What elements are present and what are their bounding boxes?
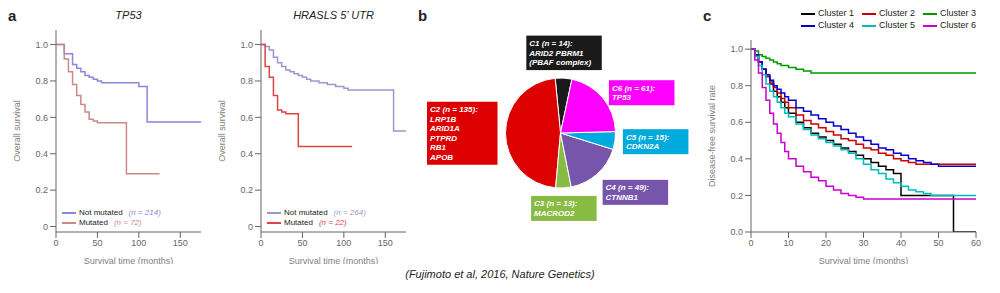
- svg-text:60: 60: [971, 238, 981, 248]
- html-text:Cluster 4: Cluster 4: [818, 20, 854, 30]
- svg-text:10: 10: [783, 238, 793, 248]
- svg-text:0.6: 0.6: [35, 113, 48, 123]
- svg-text:Overall survival: Overall survival: [12, 100, 22, 162]
- svg-text:C3 (n = 13):MACROD2: C3 (n = 13):MACROD2: [534, 199, 578, 218]
- svg-text:0.2: 0.2: [35, 185, 48, 195]
- html-text:HRASLS 5’ UTR: HRASLS 5’ UTR: [293, 9, 374, 21]
- svg-text:0.8: 0.8: [35, 76, 48, 86]
- svg-text:C5 (n = 15):CDKN2A: C5 (n = 15):CDKN2A: [626, 133, 670, 152]
- svg-text:0: 0: [43, 222, 48, 232]
- html-text:Not mutated: Not mutated: [284, 208, 328, 217]
- svg-text:20: 20: [821, 238, 831, 248]
- svg-text:Survival time (months): Survival time (months): [84, 256, 174, 264]
- html-text:(Fujimoto et al, 2016, Nature: (Fujimoto et al, 2016, Nature Genetics): [405, 268, 595, 280]
- html-text:Cluster 6: Cluster 6: [940, 20, 976, 30]
- html-text:Mutated: Mutated: [284, 218, 313, 227]
- svg-text:150: 150: [173, 238, 188, 248]
- svg-text:Survival time (months): Survival time (months): [289, 256, 379, 264]
- svg-text:0: 0: [748, 238, 753, 248]
- svg-text:0.4: 0.4: [730, 154, 743, 164]
- svg-text:C1 (n = 14):ARID2 PBRM1(PBAF c: C1 (n = 14):ARID2 PBRM1(PBAF complex): [528, 39, 591, 67]
- svg-text:50: 50: [92, 238, 102, 248]
- svg-text:50: 50: [933, 238, 943, 248]
- html-text:TP53: TP53: [115, 9, 142, 21]
- html-text:c: c: [703, 7, 712, 24]
- svg-text:Overall survival: Overall survival: [217, 100, 227, 162]
- svg-text:0: 0: [53, 238, 58, 248]
- html-text:(n = 214): (n = 214): [128, 208, 161, 217]
- svg-text:C2 (n = 135):LRP1BARID1APTPRDR: C2 (n = 135):LRP1BARID1APTPRDRB1APOB: [429, 105, 478, 161]
- svg-text:0: 0: [258, 238, 263, 248]
- html-text:b: b: [418, 7, 428, 24]
- html-text:a: a: [8, 7, 17, 24]
- html-text:(n = 22): (n = 22): [318, 218, 347, 227]
- html-text:Mutated: Mutated: [79, 218, 108, 227]
- svg-text:0.8: 0.8: [730, 81, 743, 91]
- svg-text:0.2: 0.2: [240, 185, 253, 195]
- svg-text:Survival time (months): Survival time (months): [819, 256, 909, 264]
- svg-text:0.4: 0.4: [35, 149, 48, 159]
- svg-text:50: 50: [297, 238, 307, 248]
- svg-text:30: 30: [858, 238, 868, 248]
- svg-text:0.2: 0.2: [730, 191, 743, 201]
- svg-text:C6 (n = 61):TP53: C6 (n = 61):TP53: [612, 84, 656, 103]
- svg-text:40: 40: [896, 238, 906, 248]
- svg-text:0.4: 0.4: [240, 149, 253, 159]
- svg-text:100: 100: [131, 238, 146, 248]
- svg-text:Disease-free survival rate: Disease-free survival rate: [707, 85, 717, 187]
- svg-text:1.0: 1.0: [730, 44, 743, 54]
- svg-text:100: 100: [336, 238, 351, 248]
- svg-text:0.6: 0.6: [730, 117, 743, 127]
- svg-text:150: 150: [378, 238, 393, 248]
- svg-text:0.6: 0.6: [240, 113, 253, 123]
- html-text:Cluster 2: Cluster 2: [879, 8, 915, 18]
- svg-text:C4 (n = 49):CTNNB1: C4 (n = 49):CTNNB1: [606, 183, 650, 202]
- svg-text:0: 0: [248, 222, 253, 232]
- svg-text:0.0: 0.0: [730, 227, 743, 237]
- svg-text:0.8: 0.8: [240, 76, 253, 86]
- html-text:Cluster 1: Cluster 1: [818, 8, 854, 18]
- svg-text:1.0: 1.0: [240, 40, 253, 50]
- html-text:Cluster 3: Cluster 3: [940, 8, 976, 18]
- html-text:Not mutated: Not mutated: [79, 208, 123, 217]
- html-text:Cluster 5: Cluster 5: [879, 20, 915, 30]
- html-text:(n = 72): (n = 72): [113, 218, 142, 227]
- html-text:(n = 264): (n = 264): [333, 208, 366, 217]
- svg-text:1.0: 1.0: [35, 40, 48, 50]
